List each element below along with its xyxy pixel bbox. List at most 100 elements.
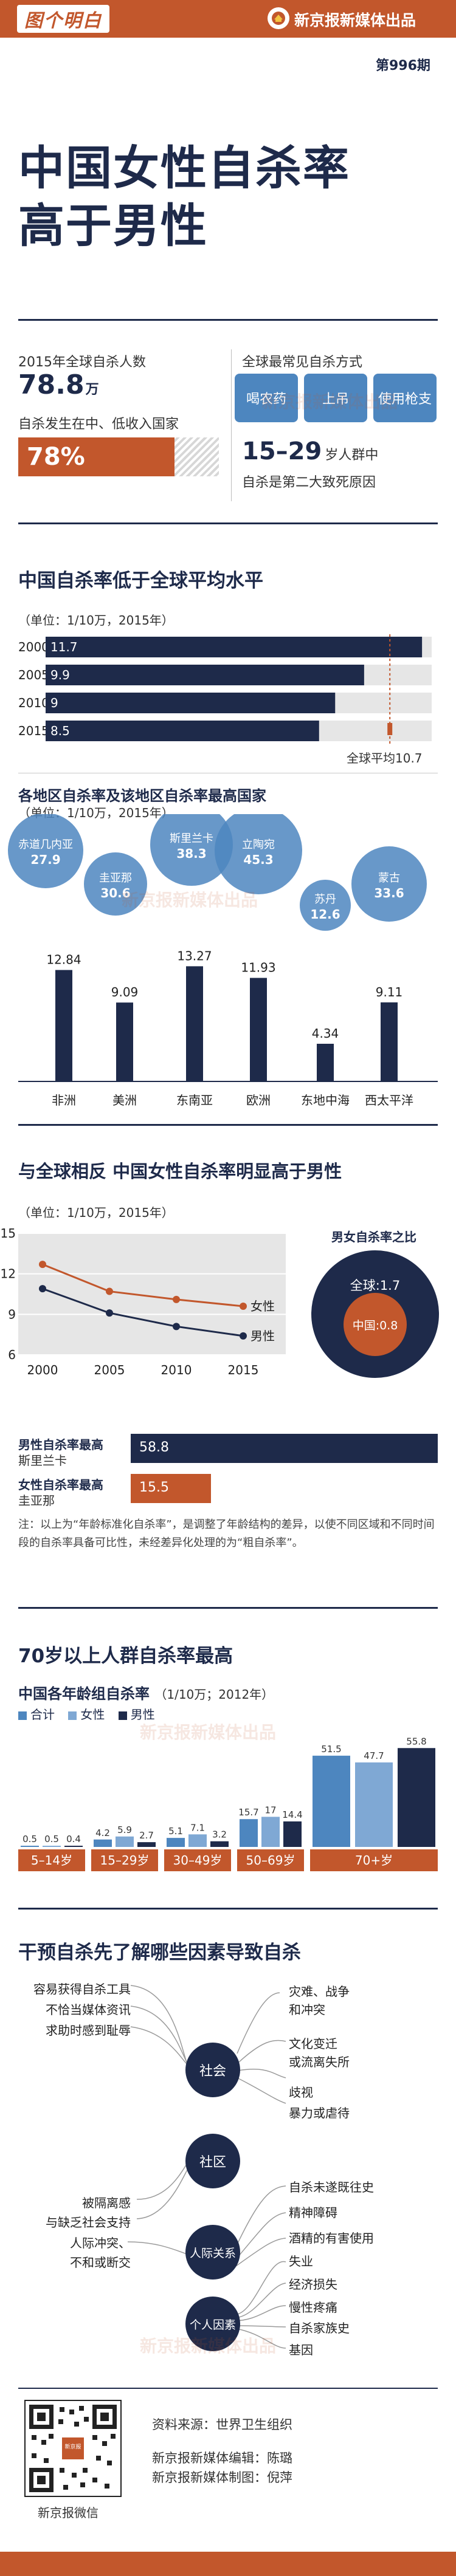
age-bar-value: 47.7 [364, 1750, 384, 1761]
age-band [310, 1849, 438, 1871]
country-bubble [215, 807, 302, 894]
country-name: 苏丹 [314, 893, 336, 906]
age-bar-value: 0.5 [22, 1834, 37, 1845]
age-bar [116, 1836, 134, 1847]
node-relationship: 人际关系 [185, 2225, 240, 2280]
section4-subtitle-text: 中国各年龄组自杀率 [18, 1685, 150, 1702]
hero-divider [18, 319, 438, 321]
legend-total-swatch [18, 1711, 27, 1720]
node-community: 社区 [185, 2134, 240, 2188]
factor-right-item: 文化变迁 [289, 2036, 337, 2051]
bottom-bar [0, 2552, 456, 2576]
history-bar [46, 637, 423, 657]
y-tick-label: 9 [8, 1307, 16, 1321]
country-name: 蒙古 [378, 872, 400, 885]
age-band [91, 1849, 158, 1871]
factor-right-item: 自杀未遂既往史 [289, 2180, 374, 2194]
summary-divider [18, 522, 438, 524]
method-firearm-chip: 使用枪支 [373, 374, 437, 422]
y-tick-label: 6 [8, 1348, 16, 1362]
region-value: 4.34 [312, 1026, 339, 1041]
logo-text: 图个明白 [24, 10, 102, 32]
summary-vertical-divider [231, 349, 232, 501]
age-bar-value: 0.5 [44, 1834, 59, 1845]
region-name: 美洲 [112, 1093, 137, 1108]
node-individual-label: 个人因素 [189, 2318, 236, 2332]
female-point [173, 1295, 180, 1303]
section3-title: 与全球相反 中国女性自杀率明显高于男性 [18, 1161, 342, 1182]
region-value: 12.84 [46, 953, 81, 967]
factor-right-item: 暴力或虐待 [289, 2106, 350, 2120]
age-range: 15–29 [242, 437, 322, 465]
gender-line-chart: 6 9 12 15 2000 2005 2010 2015 女性 男性 [0, 1215, 292, 1416]
node-society-label: 社会 [199, 2064, 226, 2079]
logo: 图个明白 [17, 5, 109, 33]
female-line [42, 1263, 244, 1307]
global-deaths-value: 78.8万 [18, 369, 99, 400]
region-bar [116, 1002, 133, 1081]
max-male-country: 斯里兰卡 [18, 1453, 67, 1468]
history-bar [46, 693, 336, 713]
male-series-label: 男性 [250, 1329, 275, 1343]
history-bar-value: 9 [50, 696, 58, 710]
age-bar [398, 1748, 435, 1847]
max-female-value: 15.5 [139, 1480, 169, 1495]
country-name: 立陶宛 [242, 838, 275, 851]
section5-title: 干预自杀先了解哪些因素导致自杀 [18, 1942, 301, 1964]
age-svg: 0.5 0.5 0.4 5–14岁 4.2 5.9 2.7 15–29岁 5.1 7.1 3.2 30… [18, 1736, 438, 1871]
country-name: 赤道几内亚 [18, 838, 73, 851]
section3-note: 注：以上为“年龄标准化自杀率”，是调整了年龄结构的差异，以使不同区域和不同时间段… [18, 1518, 435, 1549]
factor-left-item: 容易获得自杀工具 [33, 1982, 131, 1996]
age-bar-value: 17 [264, 1804, 276, 1815]
section4-unit: （1/10万；2012年） [154, 1687, 274, 1702]
section2-title: 各地区自杀率及该地区自杀率最高国家 [18, 787, 266, 804]
brand-name: 新京报新媒体出品 [294, 12, 416, 29]
global-average-marker [387, 723, 393, 735]
section4-subtitle: 中国各年龄组自杀率 （1/10万；2012年） [18, 1682, 274, 1703]
section3-divider [18, 1607, 438, 1609]
age-bar-value: 55.8 [406, 1736, 426, 1747]
income-value: 78% [27, 443, 85, 471]
brand-emblem-icon [268, 7, 289, 29]
qr-center-label: 新京报 [64, 2444, 81, 2450]
factor-right-item: 失业 [289, 2254, 313, 2269]
qr-code[interactable] [24, 2400, 122, 2497]
factor-right-item: 经济损失 [289, 2277, 337, 2292]
income-label: 自杀发生在中、低收入国家 [18, 417, 179, 432]
female-series-label: 女性 [250, 1299, 275, 1314]
history-bar-chart: 2000 11.7 2005 9.9 2010 9 2015 8.5 [0, 632, 456, 753]
region-value: 11.93 [241, 961, 275, 975]
method-hanging-label: 上吊 [322, 392, 349, 407]
region-name: 东地中海 [301, 1093, 350, 1108]
global-deaths-unit: 万 [85, 382, 99, 397]
max-female-bar: 15.5 [131, 1474, 211, 1503]
factor-right-item: 自杀家族史 [289, 2321, 350, 2335]
region-value: 9.09 [111, 985, 139, 999]
hero-title-line1: 中国女性自杀率 [18, 141, 350, 195]
region-name: 非洲 [52, 1093, 76, 1108]
editor-credit: 新京报新媒体编辑：陈璐 [152, 2451, 292, 2465]
global-deaths-label: 2015年全球自杀人数 [18, 355, 146, 370]
x-tick-label: 2015 [228, 1363, 259, 1377]
ratio-china-circle: 中国:0.8 [344, 1293, 407, 1356]
age-band-label: 15–29岁 [100, 1853, 150, 1868]
factor-right-item: 灾难、战争 [289, 1984, 350, 1999]
node-society: 社会 [185, 2043, 240, 2097]
global-average-label: 全球平均10.7 [347, 751, 423, 766]
age-bar [355, 1762, 393, 1847]
factor-right-item: 或流离失所 [289, 2055, 350, 2069]
female-point [39, 1261, 46, 1269]
node-community-label: 社区 [199, 2155, 226, 2170]
country-value: 27.9 [30, 852, 60, 867]
male-point [240, 1332, 247, 1340]
legend-total: 合计 [30, 1707, 55, 1722]
node-individual: 个人因素 [185, 2297, 240, 2351]
age-bar [188, 1834, 207, 1847]
country-value: 12.6 [310, 907, 340, 922]
region-chart: 12.84 9.09 13.27 11.93 4.34 9.11 赤道几内亚 27.9 圭亚那 3… [0, 803, 456, 1088]
hero-title-line2: 高于男性 [18, 199, 208, 253]
region-bar [186, 966, 203, 1081]
method-hanging-chip: 上吊 [304, 374, 367, 422]
age-bar [43, 1846, 61, 1847]
country-value: 45.3 [243, 852, 273, 867]
